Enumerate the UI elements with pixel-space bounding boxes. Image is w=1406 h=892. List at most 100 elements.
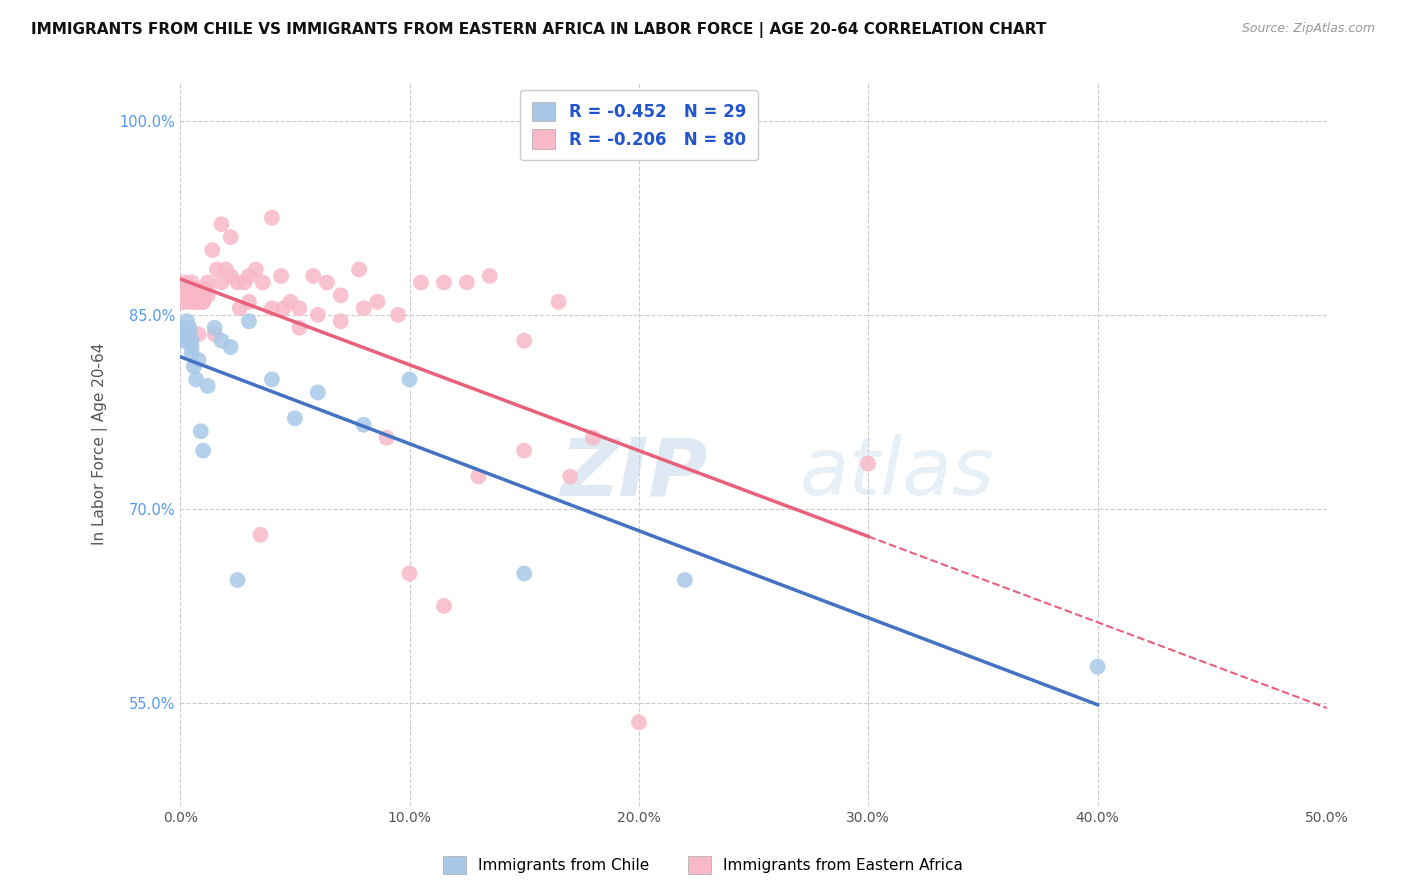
Point (172, 288, 194, 302)
Point (302, 268, 325, 283)
Point (191, 294, 214, 309)
Point (1087, 659, 1109, 673)
Point (252, 276, 274, 290)
Point (513, 443, 536, 458)
Legend: Immigrants from Chile, Immigrants from Eastern Africa: Immigrants from Chile, Immigrants from E… (437, 850, 969, 880)
Point (179, 320, 201, 334)
Point (229, 301, 252, 316)
Point (197, 276, 219, 290)
Point (238, 268, 260, 283)
Point (179, 288, 201, 302)
Point (219, 268, 242, 283)
Point (190, 288, 212, 302)
Point (197, 282, 219, 296)
Point (347, 262, 370, 277)
Point (582, 431, 605, 445)
Point (375, 431, 398, 445)
Point (260, 301, 283, 316)
Point (183, 282, 205, 296)
Point (186, 288, 208, 302)
Point (180, 334, 202, 348)
Point (513, 334, 536, 348)
Point (187, 294, 209, 309)
Point (190, 282, 212, 296)
Text: ZIP: ZIP (561, 434, 707, 512)
Point (245, 262, 267, 277)
Point (409, 276, 432, 290)
Point (176, 288, 198, 302)
Point (627, 715, 650, 730)
Point (211, 334, 233, 348)
Point (179, 327, 201, 342)
Point (183, 288, 205, 302)
Text: Source: ZipAtlas.com: Source: ZipAtlas.com (1241, 22, 1375, 36)
Point (398, 372, 420, 386)
Point (187, 288, 209, 302)
Point (186, 294, 208, 309)
Point (172, 282, 194, 296)
Text: IMMIGRANTS FROM CHILE VS IMMIGRANTS FROM EASTERN AFRICA IN LABOR FORCE | AGE 20-: IMMIGRANTS FROM CHILE VS IMMIGRANTS FROM… (31, 22, 1046, 38)
Point (183, 359, 205, 374)
Point (316, 276, 339, 290)
Point (190, 424, 212, 438)
Point (366, 294, 388, 309)
Point (278, 294, 301, 309)
Point (513, 566, 536, 581)
Point (219, 230, 242, 244)
Point (180, 346, 202, 360)
Point (858, 457, 880, 471)
Point (187, 353, 209, 368)
Point (260, 211, 283, 225)
Point (558, 469, 581, 483)
Point (329, 314, 352, 328)
Point (179, 282, 201, 296)
Point (197, 288, 219, 302)
Point (215, 262, 238, 277)
Point (176, 288, 198, 302)
Point (191, 288, 214, 302)
Point (433, 599, 456, 613)
Point (205, 262, 228, 277)
Point (201, 243, 224, 257)
Point (204, 327, 226, 342)
Point (387, 308, 409, 322)
Point (307, 385, 329, 400)
Point (173, 320, 195, 334)
Point (433, 276, 456, 290)
Y-axis label: In Labor Force | Age 20-64: In Labor Force | Age 20-64 (93, 343, 108, 545)
Point (238, 314, 260, 328)
Point (467, 469, 489, 483)
Point (191, 294, 214, 309)
Point (186, 372, 208, 386)
Point (226, 276, 249, 290)
Point (273, 301, 295, 316)
Point (173, 294, 195, 309)
Point (176, 334, 198, 348)
Point (191, 443, 214, 458)
Point (173, 327, 195, 342)
Point (180, 288, 202, 302)
Point (211, 276, 233, 290)
Point (180, 276, 202, 290)
Point (353, 301, 375, 316)
Point (329, 288, 352, 302)
Point (172, 334, 194, 348)
Point (187, 327, 209, 342)
Point (173, 276, 195, 290)
Point (284, 411, 307, 425)
Point (398, 566, 420, 581)
Point (180, 282, 202, 296)
Point (456, 276, 478, 290)
Point (176, 282, 198, 296)
Point (179, 294, 201, 309)
Point (233, 276, 256, 290)
Point (183, 288, 205, 302)
Point (204, 320, 226, 334)
Point (172, 294, 194, 309)
Point (180, 294, 202, 309)
Point (307, 308, 329, 322)
Text: atlas: atlas (800, 434, 994, 512)
Point (211, 217, 233, 231)
Point (547, 294, 569, 309)
Point (173, 282, 195, 296)
